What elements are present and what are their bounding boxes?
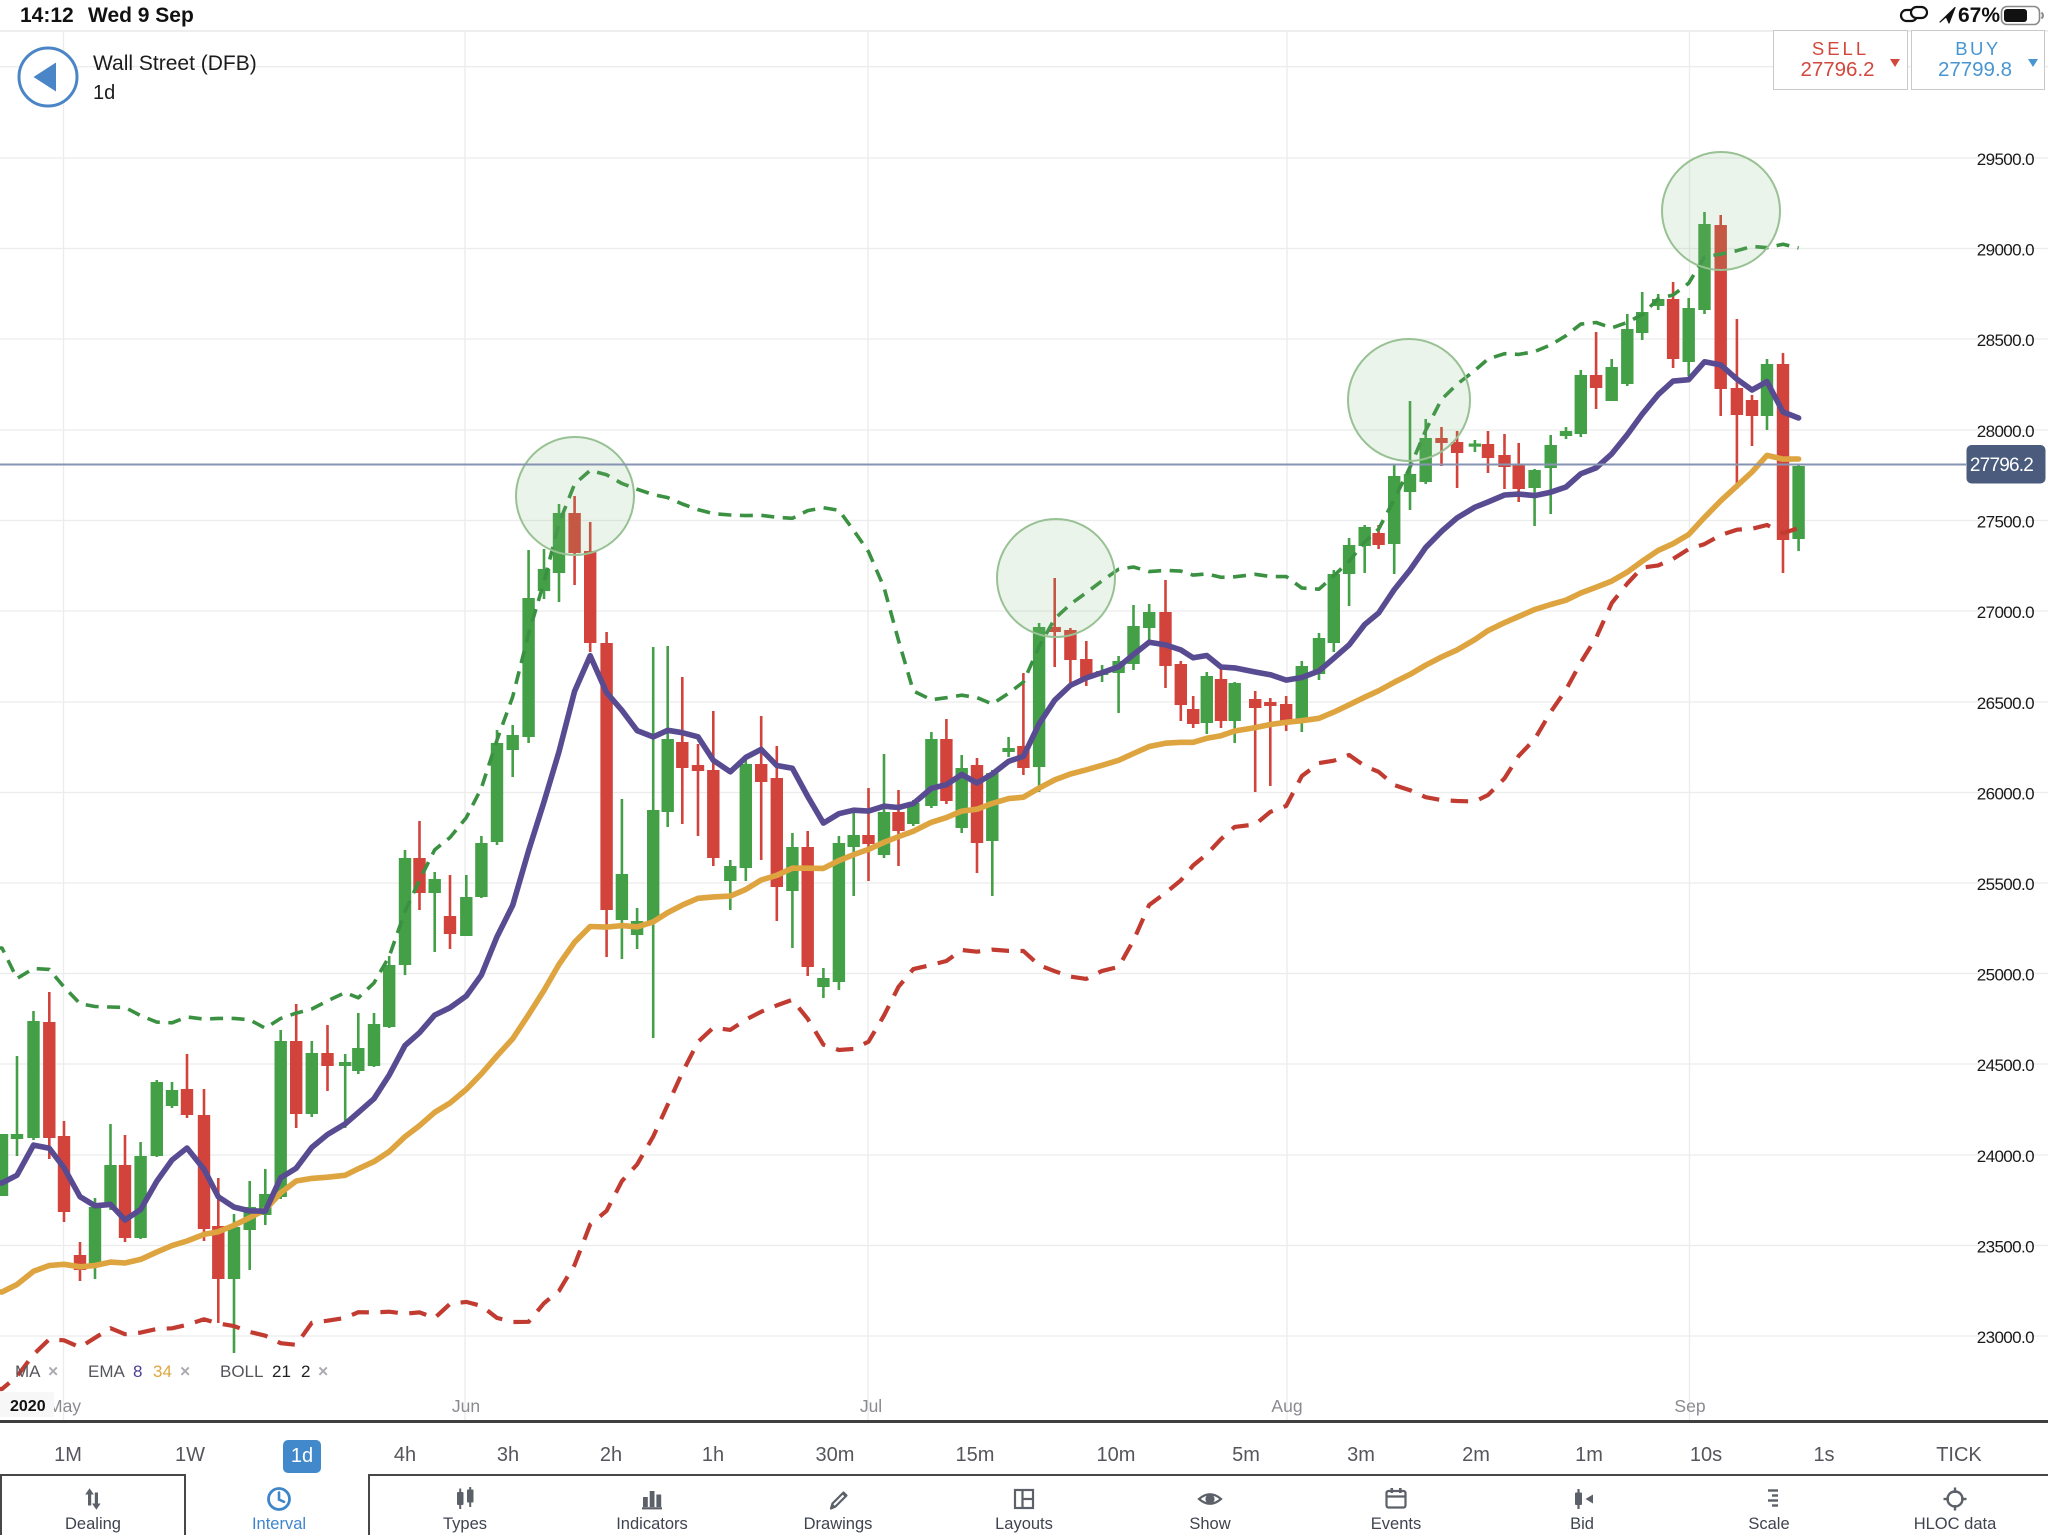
svg-text:2: 2 <box>301 1362 310 1381</box>
svg-text:27000.0: 27000.0 <box>1977 603 2034 622</box>
svg-text:24000.0: 24000.0 <box>1977 1147 2034 1166</box>
svg-text:MA: MA <box>15 1362 41 1381</box>
svg-text:Jul: Jul <box>860 1396 882 1416</box>
svg-text:25500.0: 25500.0 <box>1977 875 2034 894</box>
svg-text:29500.0: 29500.0 <box>1977 150 2034 169</box>
svg-text:29000.0: 29000.0 <box>1977 241 2034 260</box>
svg-text:26000.0: 26000.0 <box>1977 785 2034 804</box>
svg-text:25000.0: 25000.0 <box>1977 966 2034 985</box>
svg-text:Jun: Jun <box>452 1396 480 1416</box>
svg-text:BOLL: BOLL <box>220 1362 263 1381</box>
svg-text:34: 34 <box>153 1362 172 1381</box>
svg-text:28000.0: 28000.0 <box>1977 422 2034 441</box>
svg-text:27796.2: 27796.2 <box>1970 455 2033 476</box>
svg-text:Aug: Aug <box>1271 1396 1302 1416</box>
svg-text:21: 21 <box>272 1362 291 1381</box>
svg-text:8: 8 <box>133 1362 142 1381</box>
svg-text:28500.0: 28500.0 <box>1977 331 2034 350</box>
svg-text:EMA: EMA <box>88 1362 126 1381</box>
svg-text:May: May <box>48 1396 81 1416</box>
svg-text:×: × <box>318 1361 328 1381</box>
svg-text:2020: 2020 <box>10 1398 46 1415</box>
svg-text:23000.0: 23000.0 <box>1977 1328 2034 1347</box>
svg-text:27500.0: 27500.0 <box>1977 513 2034 532</box>
svg-text:×: × <box>48 1361 58 1381</box>
svg-text:×: × <box>180 1361 190 1381</box>
svg-text:26500.0: 26500.0 <box>1977 694 2034 713</box>
svg-text:23500.0: 23500.0 <box>1977 1238 2034 1257</box>
svg-text:Sep: Sep <box>1674 1396 1705 1416</box>
svg-text:24500.0: 24500.0 <box>1977 1056 2034 1075</box>
